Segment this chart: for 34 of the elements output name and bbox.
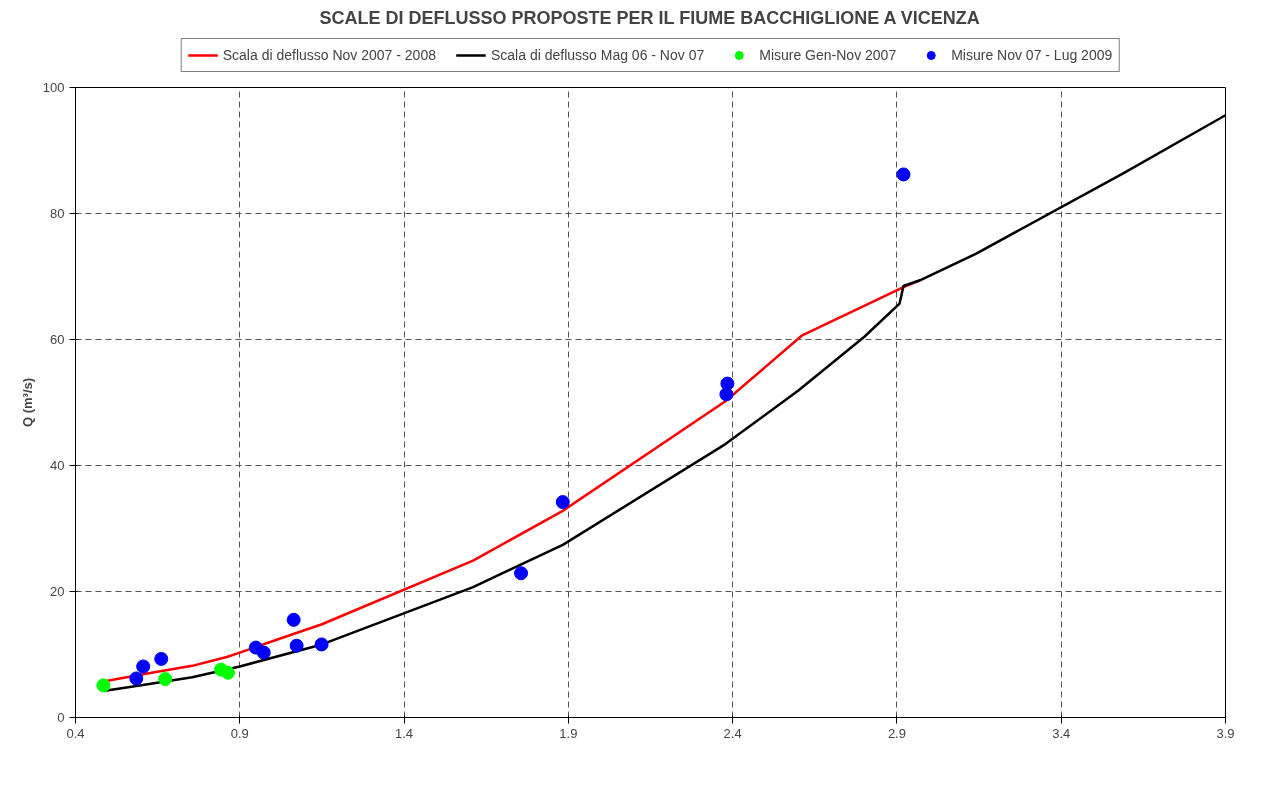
point [129,671,144,686]
legend-label: Scala di deflusso Nov 2007 - 2008 [222,46,436,63]
point [136,659,151,674]
point [896,167,911,182]
x-tick-label: 3.9 [1216,725,1235,741]
legend-label: Misure Nov 07 - Lug 2009 [951,46,1113,63]
point [286,612,301,627]
x-tick-label: 2.9 [887,725,906,741]
y-tick-label: 40 [50,458,65,473]
point [154,651,169,666]
point [314,637,329,652]
x-tick-label: 3.4 [1052,725,1071,741]
point [96,678,111,693]
x-tick-label: 2.4 [723,725,742,741]
point [220,665,235,680]
x-tick-label: 1.9 [559,725,578,741]
x-tick-label: 0.9 [230,725,249,741]
legend-label: Scala di deflusso Mag 06 - Nov 07 [490,46,705,63]
y-tick-label: 20 [50,584,65,599]
y-tick-label: 100 [42,80,65,95]
point [158,672,173,687]
point [719,387,734,402]
point [555,495,570,510]
x-tick-label: 1.4 [395,725,414,741]
point [256,645,271,660]
chart-title: SCALE DI DEFLUSSO PROPOSTE PER IL FIUME BACCHIGLIONE A VICENZA [319,7,980,28]
legend-label: Misure Gen-Nov 2007 [759,46,897,63]
point [514,566,529,581]
x-tick-label: 0.4 [66,725,85,741]
y-tick-label: 80 [50,206,65,221]
y-tick-label: 0 [57,710,65,725]
point [289,638,304,653]
y-tick-label: 60 [50,332,65,347]
y-axis-title: Q (m³/s) [19,377,35,428]
